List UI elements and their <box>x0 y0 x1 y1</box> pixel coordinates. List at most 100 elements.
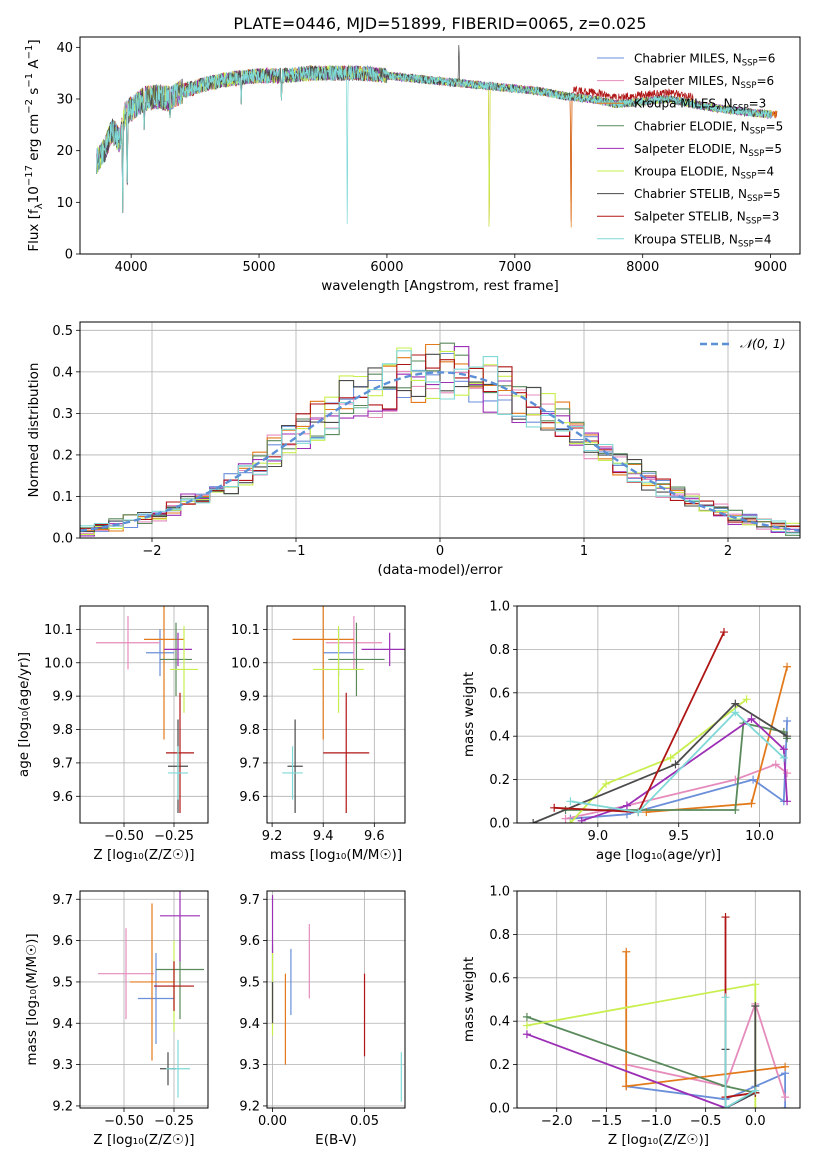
weight-marker <box>522 1021 531 1030</box>
y-tick-label: 9.6 <box>52 790 73 805</box>
weight-marker <box>783 717 792 726</box>
weight-marker <box>749 775 758 784</box>
plot-area <box>529 628 792 823</box>
plot-area <box>522 913 790 1108</box>
errorbar-point-kroupa-stelib <box>282 746 303 800</box>
errorbar-point-chabrier-elodie <box>328 622 385 697</box>
weight-marker <box>731 708 740 717</box>
y-tick-label: 0.0 <box>489 817 510 832</box>
weight-line <box>526 1033 756 1108</box>
legend-entry-0: Chabrier MILES, NSSP=6 <box>634 52 775 69</box>
y-tick-label: 9.6 <box>239 790 260 805</box>
x-tick-label: −1.0 <box>640 1114 672 1129</box>
weight-marker <box>577 816 586 823</box>
x-axis-label: age [log₁₀(age/yr)] <box>596 847 721 863</box>
y-axis-label: Normed distribution <box>26 363 42 498</box>
panel-age-vs-Z: −0.50 −0.25 9.6 9.7 9.8 9.9 10.0 10.1 Z [log₁₀(Z… <box>16 605 209 863</box>
y-tick-label: 0.2 <box>52 448 73 463</box>
y-tick-label: 0.3 <box>52 407 73 422</box>
panel-mass-vs-Z: −0.50 −0.25 9.2 9.3 9.4 9.5 9.6 9.7 Z [log₁₀(Z/Z… <box>24 890 209 1148</box>
y-tick-label: 9.5 <box>239 975 260 990</box>
weight-marker <box>719 628 728 637</box>
errorbar-point-salpeter-elodie <box>361 632 405 667</box>
weight-line <box>724 997 756 1108</box>
panel-spectrum: 4000 5000 6000 7000 8000 9000 0 10 20 30 40 wavelen… <box>24 36 801 294</box>
weight-series-chabrier-stelib <box>529 699 792 823</box>
errorbar-point-kroupa-miles <box>292 606 354 740</box>
axes-frame <box>266 605 406 824</box>
weight-marker <box>522 1030 531 1039</box>
axes-frame <box>516 605 801 824</box>
weight-marker <box>671 760 680 769</box>
y-tick-label: 40 <box>56 41 73 56</box>
errorbar-point-kroupa-elodie <box>170 626 198 713</box>
x-tick-label: −1 <box>286 544 305 559</box>
weight-marker <box>561 814 570 823</box>
plot-area <box>98 891 204 1098</box>
y-tick-label: 0.6 <box>489 686 510 701</box>
x-tick-label: 9.0 <box>588 829 609 844</box>
x-axis-label: Z [log₁₀(Z/Z☉)] <box>93 847 194 863</box>
histogram-kroupa-stelib <box>80 350 800 534</box>
x-tick-label: 0.05 <box>350 1114 379 1129</box>
plot-area <box>282 606 405 813</box>
y-axis-label: Flux [fλ10−17 erg cm−2 s−1 A−1] <box>24 39 45 251</box>
y-tick-label: 0.2 <box>489 773 510 788</box>
x-tick-label: 1 <box>580 544 588 559</box>
weight-marker <box>781 1104 790 1108</box>
panel-age-vs-mass: 9.2 9.4 9.6 9.6 9.7 9.8 9.9 10.0 10.1 mass [log₁₀… <box>231 605 406 863</box>
weight-marker <box>742 695 751 704</box>
y-tick-label: 1.0 <box>489 600 510 615</box>
errorbar-point-chabrier-miles <box>138 953 174 1044</box>
y-tick-label: 9.3 <box>52 1058 73 1073</box>
legend-entry-8: Kroupa STELIB, NSSP=4 <box>634 232 772 249</box>
legend-entry-5: Kroupa ELODIE, NSSP=4 <box>634 165 774 182</box>
x-tick-label: 0.00 <box>258 1114 287 1129</box>
x-tick-label: 9.6 <box>364 829 385 844</box>
legend-normal-label: 𝒩(0, 1) <box>740 336 786 351</box>
x-axis-label: wavelength [Angstrom, rest frame] <box>321 278 559 294</box>
y-tick-label: 10.0 <box>44 656 73 671</box>
plot-area <box>271 895 402 1102</box>
y-tick-label: 9.2 <box>52 1099 73 1114</box>
axes-frame <box>266 890 406 1109</box>
weight-series-kroupa-stelib <box>566 708 788 817</box>
legend-entry-3: Chabrier ELODIE, NSSP=5 <box>634 119 783 136</box>
y-axis-label: age [log₁₀(age/yr)] <box>16 652 32 777</box>
weight-marker <box>747 714 756 723</box>
spectrum-line-kroupa-stelib <box>96 64 773 225</box>
axes-frame <box>79 321 801 539</box>
histogram-salpeter-stelib <box>80 354 800 530</box>
weight-series-salpeter-miles <box>561 760 792 823</box>
y-tick-label: 10 <box>56 196 73 211</box>
errorbar-point-salpeter-elodie <box>164 632 192 667</box>
errorbar-point-salpeter-miles <box>98 928 154 1020</box>
errorbar-point-kroupa-miles <box>144 606 184 740</box>
x-tick-label: 9.5 <box>668 829 689 844</box>
y-tick-label: 9.6 <box>52 934 73 949</box>
legend-entry-2: Kroupa MILES, NSSP=3 <box>634 97 766 114</box>
y-tick-label: 10.1 <box>44 623 73 638</box>
y-tick-label: 9.9 <box>52 690 73 705</box>
weight-marker <box>566 797 575 806</box>
x-tick-label: −1.5 <box>591 1114 623 1129</box>
weight-marker <box>721 1104 730 1108</box>
x-tick-label: −0.25 <box>154 1114 194 1129</box>
weight-marker <box>779 753 788 762</box>
errorbar-point-salpeter-miles <box>325 616 382 670</box>
panel-residuals: −2 −1 0 1 2 0.0 0.1 0.2 0.3 0.4 0.5 (data-model)/er… <box>26 321 801 578</box>
weight-marker <box>783 797 792 806</box>
y-tick-label: 0.5 <box>52 324 73 339</box>
errorbar-point-chabrier-miles <box>146 629 174 677</box>
y-tick-label: 0.0 <box>52 532 73 547</box>
axes-frame <box>79 605 209 824</box>
weight-marker <box>721 993 730 1002</box>
x-tick-label: −2 <box>142 544 161 559</box>
errorbar-point-salpeter-miles <box>96 616 160 670</box>
legend-entry-7: Salpeter STELIB, NSSP=3 <box>634 210 779 227</box>
errorbar-point-salpeter-elodie <box>160 891 200 962</box>
weight-marker <box>721 913 730 922</box>
errorbar-point-chabrier-stelib <box>287 719 303 813</box>
weight-marker <box>731 805 740 814</box>
weight-line <box>570 711 785 814</box>
